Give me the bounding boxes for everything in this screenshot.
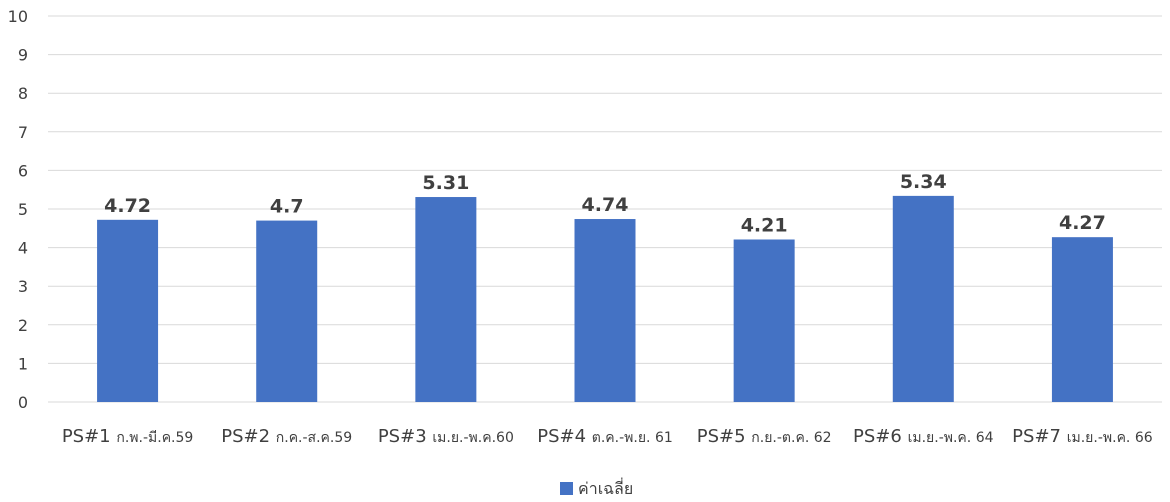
x-tick-period: ต.ค.-พ.ย. 61 — [592, 430, 673, 446]
bar — [733, 239, 795, 402]
bar — [574, 219, 636, 402]
y-tick-label: 10 — [8, 7, 28, 26]
x-axis-ticks: PS#1 ก.พ.-มี.ค.59 PS#2 ก.ค.-ส.ค.59 PS#3 เม… — [62, 426, 1153, 447]
x-tick-label: PS#4 ต.ค.-พ.ย. 61 — [537, 426, 673, 447]
y-tick-label: 2 — [18, 316, 28, 335]
x-tick-code: PS#2 — [221, 426, 276, 447]
bar — [415, 197, 477, 402]
y-tick-label: 9 — [18, 46, 28, 65]
x-tick-code: PS#6 — [853, 426, 908, 447]
y-tick-label: 4 — [18, 239, 28, 258]
data-label: 4.72 — [104, 195, 151, 217]
y-tick-label: 5 — [18, 200, 28, 219]
x-tick-period: เม.ย.-พ.ค. 64 — [908, 430, 994, 446]
data-label: 5.34 — [900, 171, 947, 193]
x-tick-period: เม.ย.-พ.ค. 66 — [1067, 430, 1153, 446]
bar — [256, 220, 318, 402]
x-tick-period: ก.ย.-ต.ค. 62 — [751, 430, 831, 446]
x-tick-period: เม.ย.-พ.ค.60 — [432, 430, 513, 446]
bar — [892, 195, 954, 402]
y-axis-ticks: 0 1 2 3 4 5 6 7 8 9 10 — [8, 7, 28, 412]
y-tick-label: 1 — [18, 354, 28, 373]
legend-label: ค่าเฉลี่ย — [578, 477, 633, 498]
data-label: 4.21 — [741, 214, 788, 236]
x-tick-code: PS#7 — [1012, 426, 1067, 447]
data-label: 5.31 — [422, 172, 469, 194]
data-label: 4.74 — [582, 194, 629, 216]
legend-swatch — [560, 482, 573, 495]
x-tick-label: PS#1 ก.พ.-มี.ค.59 — [62, 426, 194, 447]
x-tick-code: PS#3 — [378, 426, 433, 447]
bar — [1051, 237, 1113, 402]
x-tick-label: PS#6 เม.ย.-พ.ค. 64 — [853, 426, 994, 447]
x-tick-label: PS#5 ก.ย.-ต.ค. 62 — [697, 426, 832, 447]
y-tick-label: 0 — [18, 393, 28, 412]
x-tick-code: PS#5 — [697, 426, 752, 447]
y-tick-label: 7 — [18, 123, 28, 142]
x-tick-code: PS#4 — [537, 426, 592, 447]
bars — [97, 195, 1113, 402]
bar — [97, 219, 159, 402]
x-tick-label: PS#7 เม.ย.-พ.ค. 66 — [1012, 426, 1153, 447]
y-tick-label: 6 — [18, 161, 28, 180]
x-tick-period: ก.ค.-ส.ค.59 — [276, 430, 352, 446]
data-labels: 4.72 4.7 5.31 4.74 4.21 5.34 4.27 — [104, 171, 1106, 237]
x-tick-code: PS#1 — [62, 426, 117, 447]
x-tick-label: PS#2 ก.ค.-ส.ค.59 — [221, 426, 352, 447]
y-tick-label: 3 — [18, 277, 28, 296]
x-tick-label: PS#3 เม.ย.-พ.ค.60 — [378, 426, 514, 447]
data-label: 4.27 — [1059, 212, 1106, 234]
data-label: 4.7 — [270, 196, 304, 218]
x-tick-period: ก.พ.-มี.ค.59 — [116, 430, 193, 446]
y-tick-label: 8 — [18, 84, 28, 103]
legend: ค่าเฉลี่ย — [560, 477, 633, 498]
